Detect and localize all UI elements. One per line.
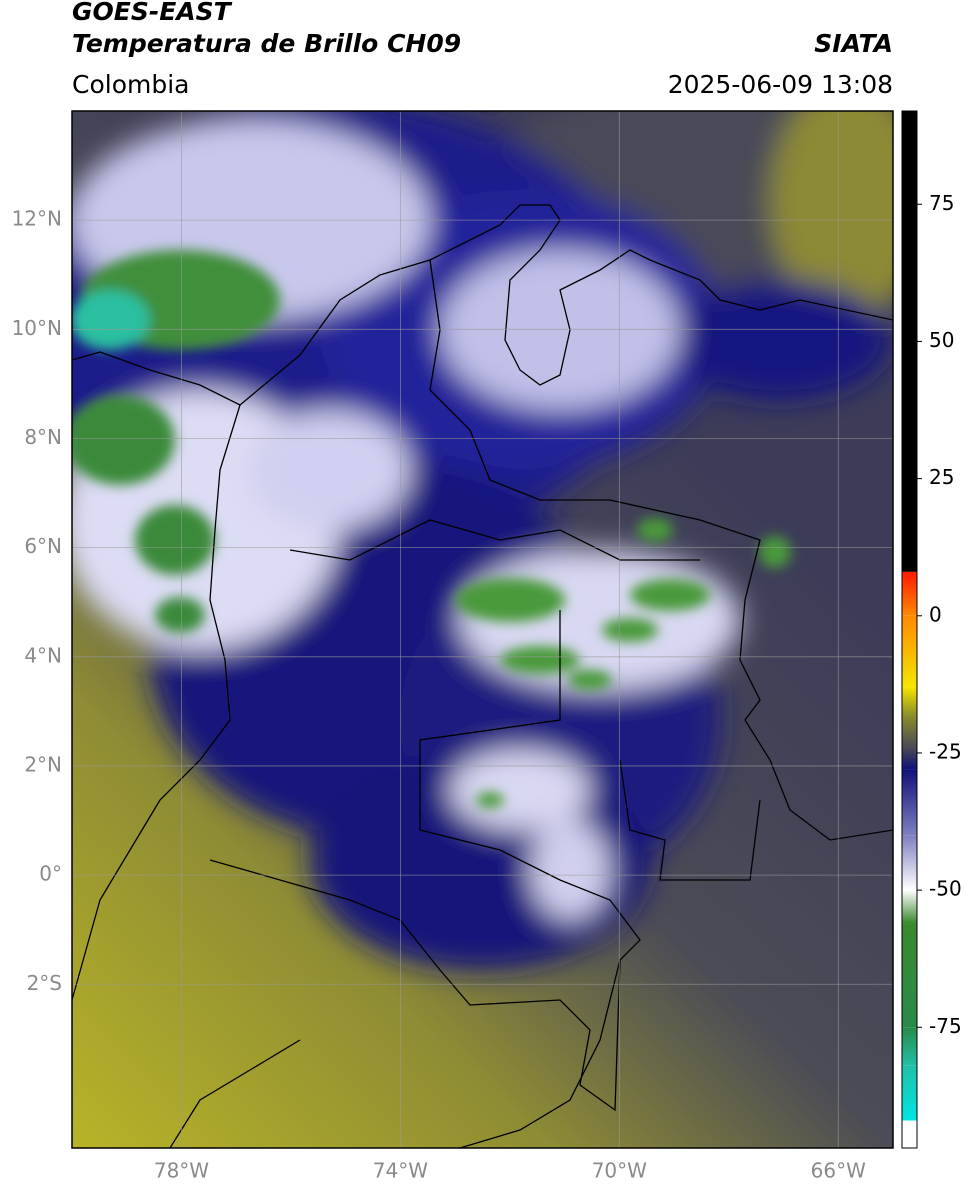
colorbar-segment [902,111,917,572]
colorbar-segment [902,835,917,891]
subtitle: Temperatura de Brillo CH09 [72,29,461,58]
colorbar-segment [902,890,917,924]
colorbar-tick-label: 0 [929,602,942,626]
x-tick-label: 74°W [373,1159,428,1183]
colorbar-segment [902,615,917,688]
grid [72,111,893,1148]
colorbar-segment [902,687,917,715]
colorbar [902,111,917,1148]
colorbar-segment [902,923,917,1028]
colorbar-segment [902,1027,917,1066]
y-tick-label: 2°S [27,971,62,995]
y-tick-label: 8°N [24,425,62,449]
y-tick-label: 6°N [24,534,62,558]
colorbar-tick-label: -25 [929,739,962,763]
x-tick-label: 78°W [154,1159,209,1183]
region: Colombia [72,70,189,99]
x-tick-label: 70°W [592,1159,647,1183]
colorbar-segment [902,1065,917,1121]
colorbar-segment [902,1120,917,1148]
colorbar-frame [901,110,918,1149]
colorbar-segment [902,571,917,616]
colorbar-tick-label: 50 [929,328,954,352]
y-tick-label: 2°N [24,752,62,776]
y-tick-label: 12°N [12,207,62,231]
y-tick-label: 0° [39,862,62,886]
colorbar-tick-label: 25 [929,465,954,489]
satellite-image [72,111,893,1148]
x-tick-label: 66°W [811,1159,866,1183]
y-tick-label: 4°N [24,643,62,667]
map-frame [71,110,894,1149]
source: SIATA [814,29,893,58]
colorbar-tick-label: 75 [929,191,954,215]
y-tick-label: 10°N [12,316,62,340]
colorbar-tick-label: -50 [929,877,962,901]
datetime: 2025-06-09 13:08 [668,70,893,99]
title: GOES-EAST [72,0,233,26]
colorbar-segment [902,714,917,748]
colorbar-segment [902,747,917,770]
colorbar-tick-label: -75 [929,1014,962,1038]
colorbar-segment [902,769,917,836]
